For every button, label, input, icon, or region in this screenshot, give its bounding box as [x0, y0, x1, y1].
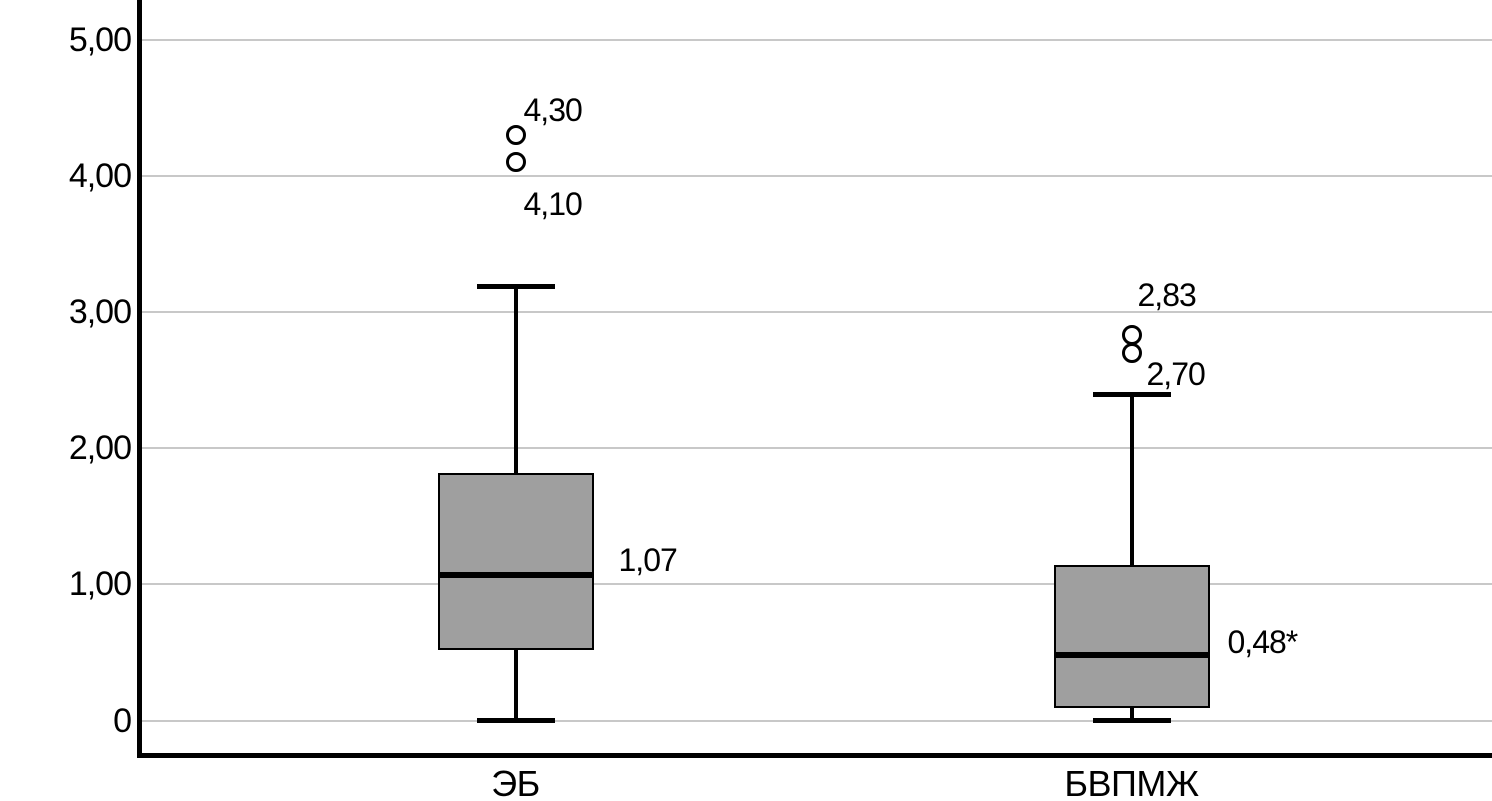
median-line: [437, 571, 594, 578]
lower-whisker-cap: [476, 718, 555, 723]
outlier-value-label: 2,83: [1137, 277, 1197, 314]
gridline: [142, 38, 1492, 41]
y-tick-label: 1,00: [68, 565, 132, 604]
gridline: [142, 719, 1492, 722]
x-category-label: ЭБ: [491, 763, 540, 801]
median-value-label: 1,07: [618, 541, 678, 578]
y-tick-label: 0: [113, 701, 132, 740]
upper-whisker-cap: [1092, 392, 1171, 398]
x-axis-line: [137, 753, 1492, 758]
box-iqr: [437, 472, 594, 650]
outlier-point: [505, 152, 526, 173]
gridline: [142, 583, 1492, 586]
outlier-value-label: 2,70: [1146, 355, 1206, 392]
upper-whisker-line: [513, 286, 518, 473]
x-category-label: БВПМЖ: [1064, 763, 1199, 801]
upper-whisker-cap: [476, 283, 555, 289]
lower-whisker-line: [513, 649, 518, 721]
y-tick-label: 4,00: [68, 156, 132, 195]
median-value-label: 0,48*: [1227, 624, 1299, 661]
outlier-value-label: 4,30: [523, 91, 583, 128]
y-tick-label: 2,00: [68, 429, 132, 468]
lower-whisker-cap: [1092, 718, 1171, 723]
y-tick-label: 5,00: [68, 20, 132, 59]
gridline: [142, 174, 1492, 177]
lower-whisker-line: [1129, 708, 1134, 721]
gridline: [142, 447, 1492, 450]
gridline: [142, 310, 1492, 313]
box-iqr: [1053, 565, 1210, 709]
median-line: [1053, 652, 1210, 659]
outlier-point: [1121, 342, 1142, 363]
outlier-value-label: 4,10: [523, 186, 583, 223]
upper-whisker-line: [1129, 394, 1134, 566]
outlier-point: [505, 124, 526, 145]
y-axis-line: [137, 0, 142, 758]
y-tick-label: 3,00: [68, 292, 132, 331]
